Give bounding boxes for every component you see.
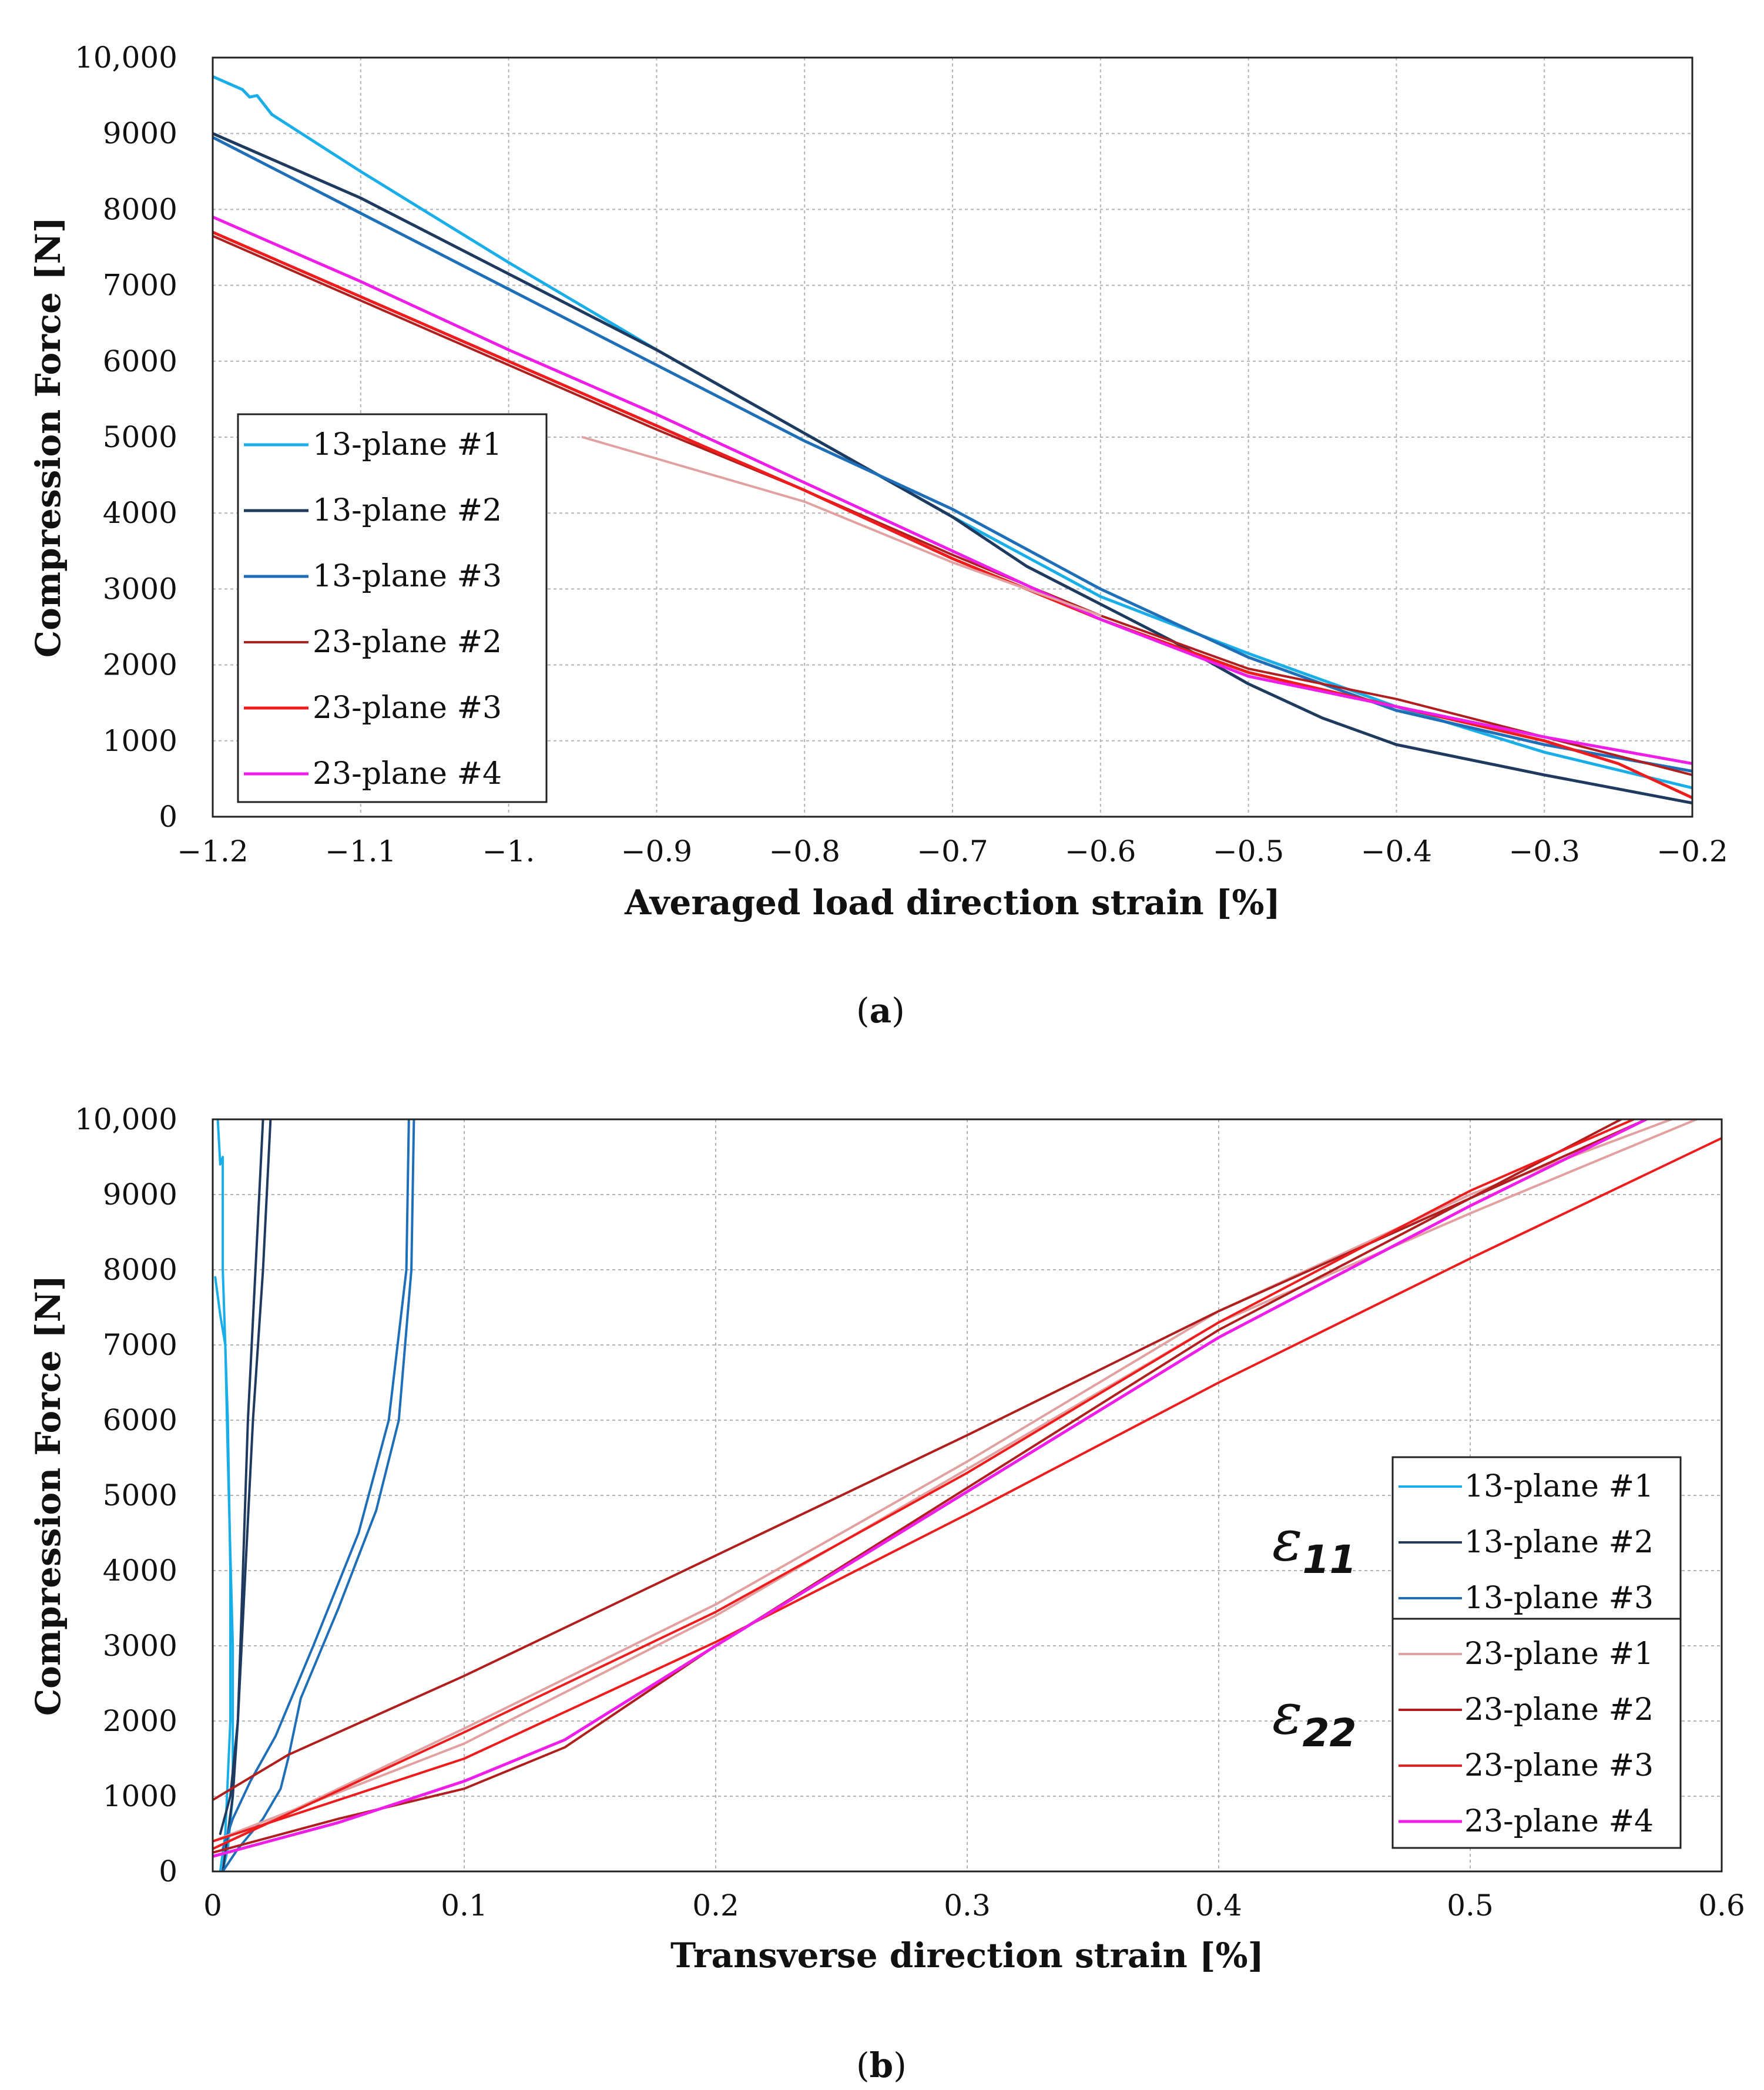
a-y-tick-label: 10,000 (75, 41, 177, 75)
b-x-tick-label: 0.2 (692, 1888, 739, 1923)
a-legend-label: 23-plane #4 (313, 756, 502, 791)
a-series-line-13-plane-3 (213, 136, 1692, 773)
panel-a-y-ticks: 0 1000 2000 3000 4000 5000 6000 7000 8000 9000 10,… (75, 41, 177, 834)
a-y-tick-label: 7000 (103, 269, 177, 303)
a-series-line-23-plane-2 (213, 234, 1692, 776)
b-x-tick-label: 0 (203, 1888, 222, 1923)
panel-a-caption-letter: a (870, 991, 892, 1031)
b-legend-label: 13-plane #2 (1464, 1525, 1654, 1560)
a-y-tick-label: 6000 (103, 344, 177, 378)
a-series-line-13-plane-1 (213, 75, 1692, 790)
b-series-line-23-plane-4 (213, 1119, 1648, 1858)
a-y-tick-label: 9000 (103, 116, 177, 150)
b-legend-label: 13-plane #3 (1464, 1581, 1654, 1616)
b-y-tick-label: 5000 (103, 1478, 177, 1512)
a-legend-label: 23-plane #3 (313, 690, 502, 726)
a-legend-label: 13-plane #2 (313, 493, 502, 528)
panel-b-caption: (b) (856, 2045, 907, 2085)
a-series-line-23-plane-4 (213, 215, 1692, 766)
b-x-tick-label: 0.5 (1447, 1888, 1494, 1923)
panel-a-x-axis-label: Averaged load direction strain [%] (624, 883, 1280, 922)
b-legend-label: 23-plane #1 (1464, 1636, 1654, 1672)
panel-b-x-ticks: 0 0.1 0.2 0.3 0.4 0.5 0.6 (203, 1888, 1745, 1923)
b-x-tick-label: 0.4 (1195, 1888, 1242, 1923)
b-x-tick-label: 0.6 (1698, 1888, 1745, 1923)
a-y-tick-label: 0 (159, 800, 177, 834)
b-legend-label: 23-plane #4 (1464, 1804, 1654, 1839)
panel-b-frame (212, 1118, 1723, 1873)
a-x-tick-label: −0.2 (1656, 834, 1728, 868)
panel-a-x-ticks: −1.2 −1.1 −1. −0.9 −0.8 −0.7 −0.6 −0.5 −0.4 −0.3 −… (177, 834, 1728, 868)
panel-a-legend: 13-plane #1 13-plane #2 13-plane #3 23-plan… (237, 413, 548, 803)
b-y-tick-label: 3000 (103, 1629, 177, 1663)
b-series-line-13-plane-2-branch-1 (222, 1119, 264, 1871)
a-y-tick-label: 3000 (103, 572, 177, 606)
a-legend-label: 13-plane #1 (313, 427, 502, 462)
panel-b-y-ticks: 0 1000 2000 3000 4000 5000 6000 7000 8000 9000 10,… (75, 1102, 177, 1888)
b-series-line-13-plane-3-branch-2 (222, 1119, 410, 1850)
b-series-line-23-plane-3-branch-1 (213, 1137, 1722, 1843)
epsilon-22-symbol: ε (1272, 1681, 1303, 1747)
b-y-tick-label: 4000 (103, 1554, 177, 1588)
a-x-tick-label: −1.2 (177, 834, 248, 868)
a-x-tick-label: −0.5 (1213, 834, 1284, 868)
panel-b-series (213, 1119, 1722, 1871)
b-series-line-23-plane-2-branch-1 (213, 1119, 1622, 1802)
a-x-tick-label: −0.6 (1065, 834, 1136, 868)
b-series-line-23-plane-3-branch-2 (213, 1119, 1635, 1850)
panel-b: 0 0.1 0.2 0.3 0.4 0.5 0.6 0 1000 2000 3000 4000 500… (28, 1102, 1745, 2085)
a-y-tick-label: 4000 (103, 496, 177, 530)
a-y-tick-label: 5000 (103, 420, 177, 454)
b-y-tick-label: 6000 (103, 1403, 177, 1437)
epsilon-22-label: ε22 (1272, 1681, 1356, 1756)
a-y-tick-label: 2000 (103, 648, 177, 682)
panel-a-y-axis-label: Compression Force [N] (28, 217, 68, 657)
panel-a-series (213, 75, 1692, 805)
panel-b-legend-box (1391, 1456, 1682, 1849)
epsilon-22-subscript: 22 (1303, 1710, 1357, 1756)
epsilon-11-label: ε11 (1272, 1508, 1356, 1582)
panel-a-caption: (a) (856, 991, 905, 1031)
b-y-tick-label: 9000 (103, 1177, 177, 1212)
a-x-tick-label: −0.8 (769, 834, 840, 868)
b-x-tick-label: 0.3 (944, 1888, 991, 1923)
b-y-tick-label: 0 (159, 1854, 177, 1888)
b-series-line-13-plane-2-branch-2 (219, 1119, 272, 1835)
a-legend-label: 13-plane #3 (313, 559, 502, 594)
panel-a-frame (212, 56, 1693, 818)
a-x-tick-label: −0.3 (1508, 834, 1579, 868)
b-y-tick-label: 7000 (103, 1328, 177, 1362)
b-series-line-23-plane-1-branch-2 (213, 1119, 1673, 1850)
a-x-tick-label: −1. (482, 834, 535, 868)
b-y-tick-label: 2000 (103, 1704, 177, 1738)
b-legend-label: 23-plane #2 (1464, 1692, 1654, 1727)
epsilon-11-subscript: 11 (1303, 1537, 1357, 1582)
panel-b-caption-letter: b (870, 2045, 894, 2085)
panel-a-legend-box (237, 413, 548, 803)
b-y-tick-label: 8000 (103, 1253, 177, 1287)
panel-a: −1.2 −1.1 −1. −0.9 −0.8 −0.7 −0.6 −0.5 −0.4 −0.3 −… (28, 41, 1728, 1031)
panel-b-y-axis-label: Compression Force [N] (28, 1275, 68, 1716)
b-legend-label: 13-plane #1 (1464, 1469, 1654, 1504)
b-series-line-13-plane-1-branch-2 (216, 1119, 232, 1871)
b-y-tick-label: 10,000 (75, 1102, 177, 1136)
a-y-tick-label: 1000 (103, 724, 177, 758)
a-legend-label: 23-plane #2 (313, 625, 502, 660)
b-y-tick-label: 1000 (103, 1779, 177, 1813)
panel-b-x-axis-label: Transverse direction strain [%] (670, 1935, 1264, 1975)
panel-b-legend: 13-plane #1 13-plane #2 13-plane #3 23-plan… (1391, 1456, 1682, 1849)
epsilon-11-symbol: ε (1272, 1508, 1303, 1574)
a-series-line-23-plane-1 (581, 436, 1102, 617)
a-x-tick-label: −0.7 (917, 834, 988, 868)
a-x-tick-label: −0.4 (1361, 834, 1432, 868)
a-y-tick-label: 8000 (103, 192, 177, 226)
a-x-tick-label: −0.9 (621, 834, 692, 868)
b-x-tick-label: 0.1 (441, 1888, 488, 1923)
b-series-line-23-plane-1-branch-1 (213, 1119, 1698, 1843)
a-series-line-13-plane-2 (213, 132, 1692, 805)
b-legend-label: 23-plane #3 (1464, 1748, 1654, 1783)
a-x-tick-label: −1.1 (325, 834, 396, 868)
